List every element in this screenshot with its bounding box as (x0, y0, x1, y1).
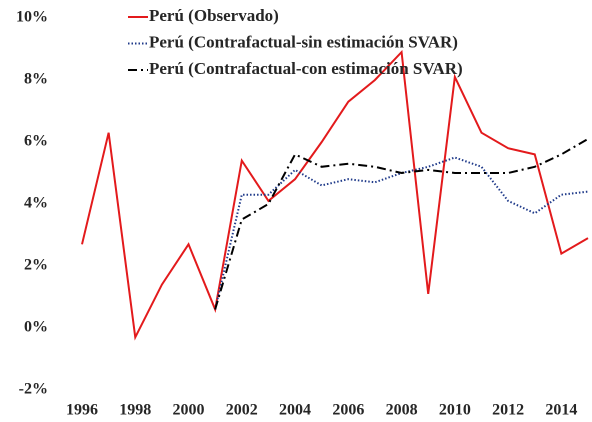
x-tick-label: 1996 (66, 402, 98, 419)
series-line (214, 138, 589, 310)
y-tick-label: 0% (24, 319, 48, 336)
y-tick-label: -2% (19, 381, 48, 398)
x-tick-label: 2008 (386, 402, 418, 419)
y-tick-label: 2% (24, 257, 48, 274)
legend-label: Perú (Observado) (149, 6, 279, 25)
x-tick-label: 2000 (173, 402, 205, 419)
y-tick-label: 4% (24, 195, 48, 212)
x-tick-label: 2014 (545, 402, 577, 419)
x-tick-label: 2006 (332, 402, 364, 419)
series-line (214, 156, 589, 310)
legend-label: Perú (Contrafactual-sin estimación SVAR) (149, 32, 458, 51)
y-tick-label: 6% (24, 133, 48, 150)
x-tick-label: 2012 (492, 402, 524, 419)
x-tick-label: 2002 (226, 402, 258, 419)
series-line (81, 49, 589, 341)
x-tick-label: 1998 (119, 402, 151, 419)
legend-label: Perú (Contrafactual-con estimación SVAR) (149, 59, 463, 78)
y-tick-label: 8% (24, 71, 48, 88)
x-tick-label: 2004 (279, 402, 311, 419)
y-tick-label: 10% (16, 9, 48, 26)
x-tick-label: 2010 (439, 402, 471, 419)
